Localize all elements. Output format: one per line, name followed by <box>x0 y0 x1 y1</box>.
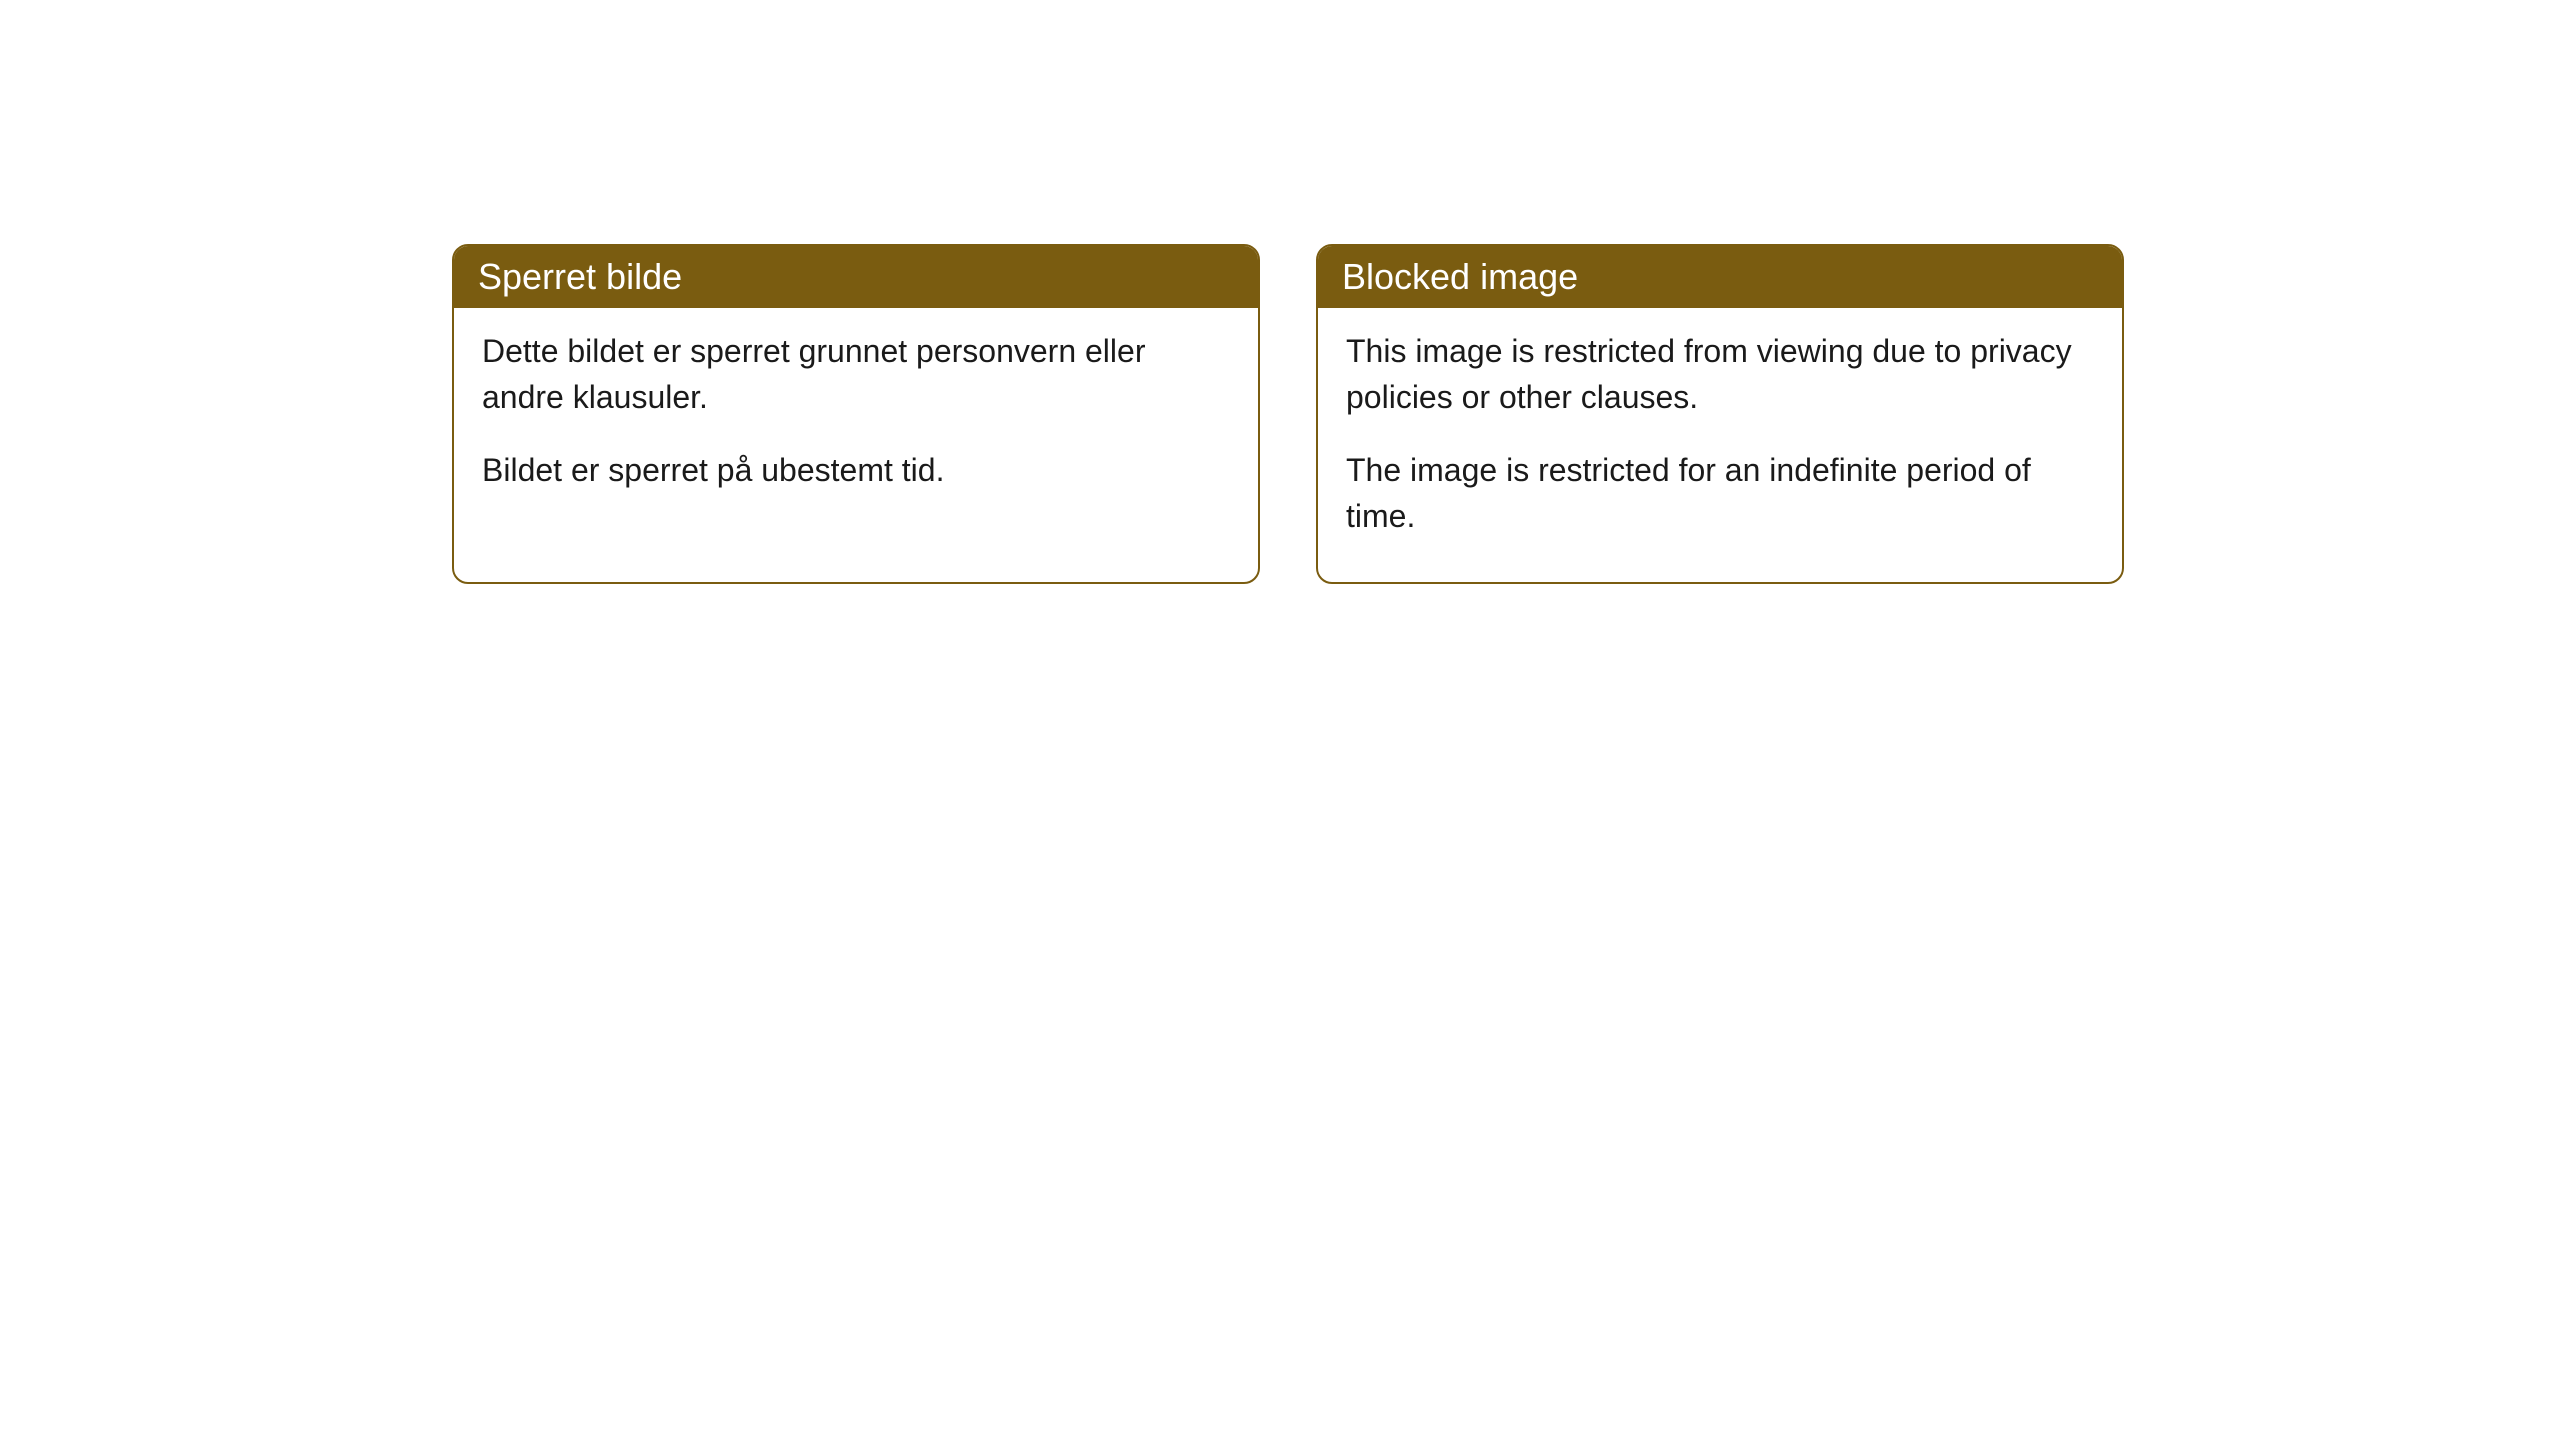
notice-paragraph-norwegian-1: Dette bildet er sperret grunnet personve… <box>482 328 1230 421</box>
notice-box-english: Blocked image This image is restricted f… <box>1316 244 2124 584</box>
notice-box-norwegian: Sperret bilde Dette bildet er sperret gr… <box>452 244 1260 584</box>
notice-body-english: This image is restricted from viewing du… <box>1318 308 2122 582</box>
notice-title-english: Blocked image <box>1342 256 1578 297</box>
notice-paragraph-english-2: The image is restricted for an indefinit… <box>1346 447 2094 540</box>
notice-header-norwegian: Sperret bilde <box>454 246 1258 308</box>
notice-title-norwegian: Sperret bilde <box>478 256 682 297</box>
notice-paragraph-english-1: This image is restricted from viewing du… <box>1346 328 2094 421</box>
notices-container: Sperret bilde Dette bildet er sperret gr… <box>0 0 2560 584</box>
notice-paragraph-norwegian-2: Bildet er sperret på ubestemt tid. <box>482 447 1230 493</box>
notice-header-english: Blocked image <box>1318 246 2122 308</box>
notice-body-norwegian: Dette bildet er sperret grunnet personve… <box>454 308 1258 535</box>
